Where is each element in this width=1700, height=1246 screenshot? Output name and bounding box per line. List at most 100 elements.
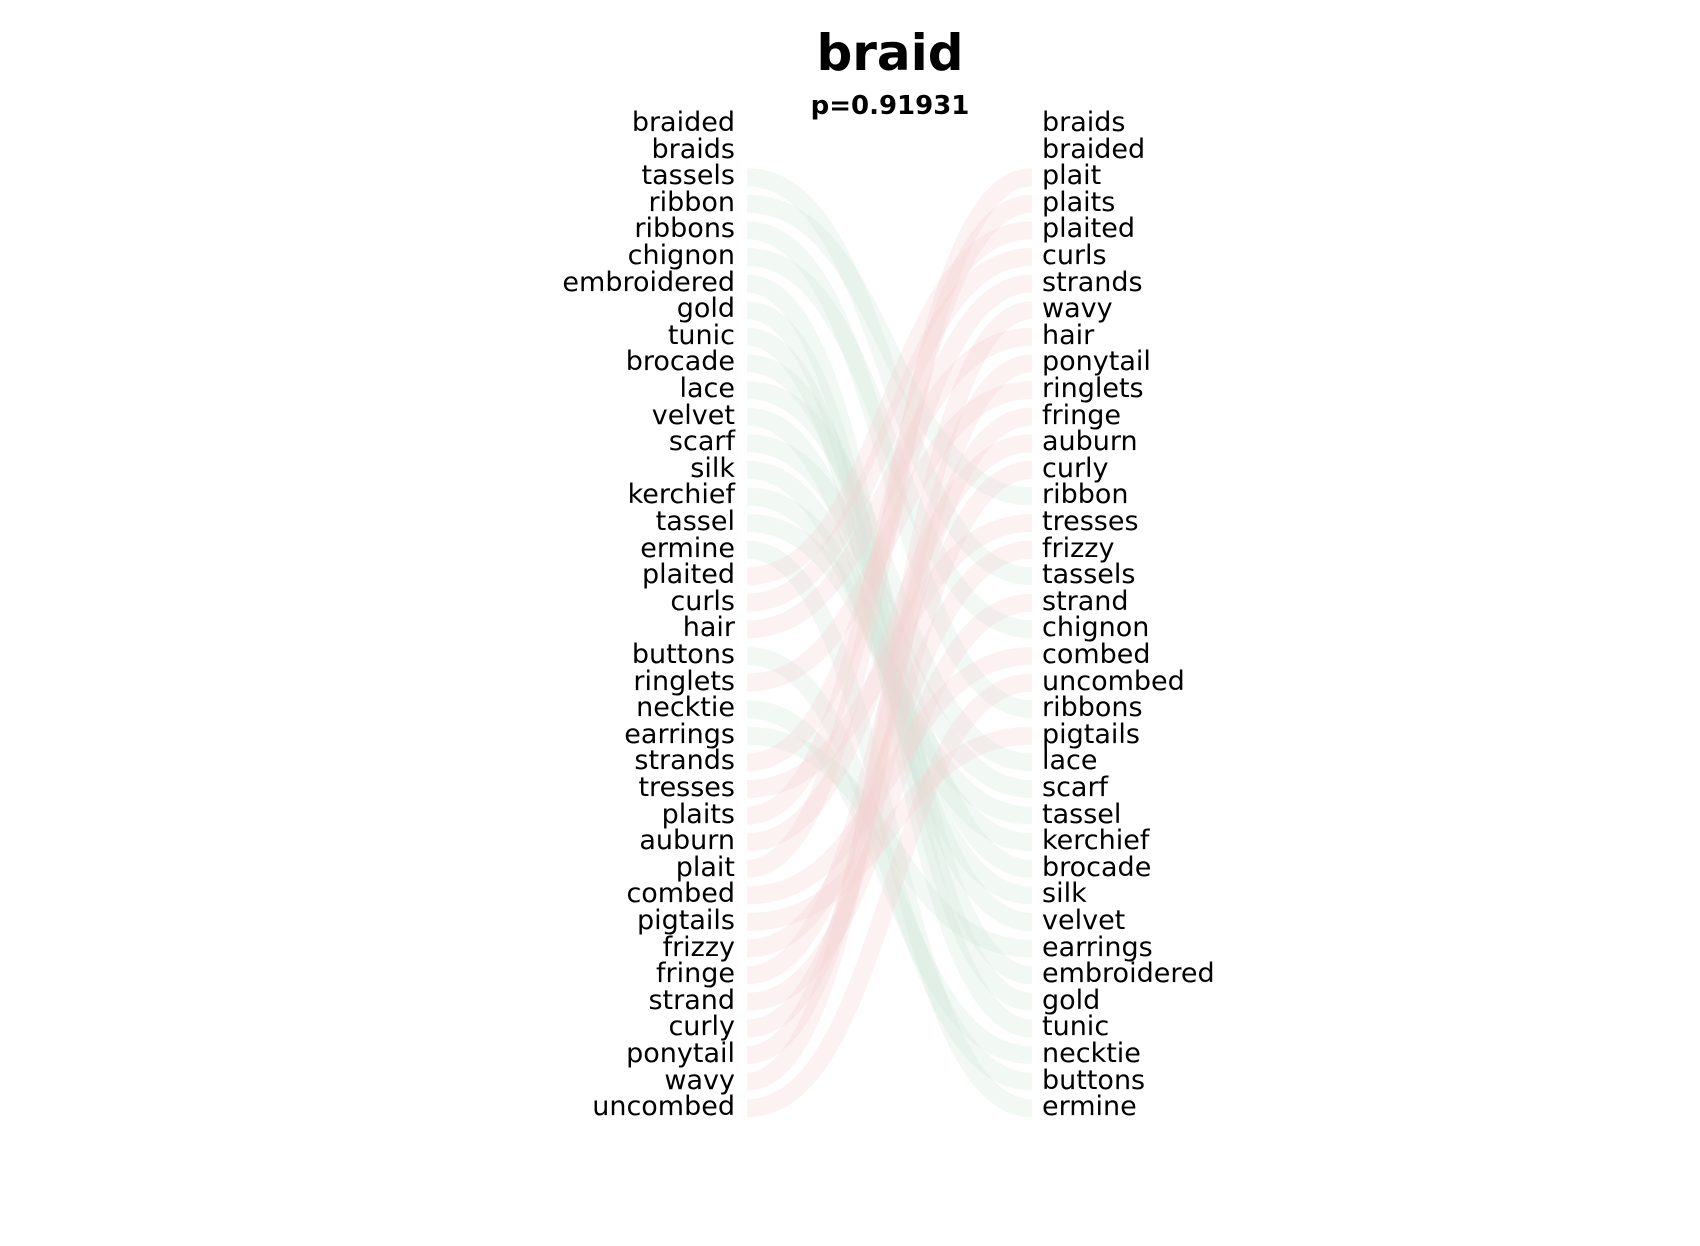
right-word: strands: [1042, 266, 1143, 298]
link-plaits: [746, 194, 1033, 825]
left-word: embroidered: [562, 266, 735, 298]
left-word: tassel: [655, 506, 735, 537]
right-word: ribbons: [1042, 692, 1143, 724]
right-word: tunic: [1042, 1011, 1110, 1043]
left-word: frizzy: [662, 931, 735, 963]
link-ribbons: [746, 221, 1033, 719]
left-word: auburn: [639, 825, 735, 857]
link-pigtails: [746, 726, 1033, 931]
link-chignon: [746, 248, 1033, 639]
right-word: strand: [1042, 585, 1129, 617]
link-wavy: [745, 301, 1034, 1091]
left-word: ermine: [640, 532, 735, 564]
left-word: velvet: [651, 399, 735, 431]
right-word: gold: [1042, 984, 1101, 1016]
link-tunic: [746, 327, 1033, 1038]
left-word: plait: [675, 851, 735, 883]
right-word: uncombed: [1042, 665, 1185, 697]
right-word: scarf: [1042, 772, 1109, 803]
link-curls: [746, 248, 1033, 612]
left-word: strand: [648, 984, 735, 1016]
left-word: ponytail: [626, 1038, 735, 1069]
right-word: curly: [1042, 452, 1109, 484]
right-word: plaits: [1042, 186, 1116, 218]
left-word: braids: [651, 133, 736, 165]
right-word: lace: [1042, 745, 1098, 777]
right-word: wavy: [1042, 293, 1113, 325]
link-combed: [746, 647, 1033, 905]
link-kerchief: [746, 487, 1033, 852]
left-word: strands: [634, 745, 735, 777]
link-hair: [746, 327, 1033, 639]
link-tassels: [746, 168, 1033, 586]
right-word: tassel: [1042, 798, 1122, 830]
left-word: curly: [668, 1011, 735, 1043]
link-plait: [746, 168, 1033, 878]
right-word: plait: [1042, 160, 1102, 192]
left-word: fringe: [656, 958, 735, 990]
right-word: earrings: [1042, 931, 1153, 963]
left-word: plaited: [641, 559, 735, 591]
link-ringlets: [746, 381, 1033, 692]
link-frizzy: [746, 540, 1033, 958]
left-word: plaits: [661, 798, 735, 830]
link-gold: [746, 301, 1033, 1011]
left-word: chignon: [627, 240, 735, 271]
right-word: frizzy: [1042, 532, 1115, 564]
link-ermine: [746, 540, 1033, 1118]
link-fringe: [746, 407, 1033, 985]
right-word: kerchief: [1042, 825, 1150, 857]
link-tresses: [746, 514, 1033, 798]
link-brocade: [746, 354, 1033, 878]
link-tassel: [746, 514, 1033, 825]
right-word: auburn: [1042, 426, 1138, 458]
right-word: velvet: [1042, 905, 1126, 936]
link-buttons: [746, 647, 1033, 1091]
left-word: ringlets: [633, 665, 735, 697]
left-word: silk: [690, 452, 735, 484]
right-word: braided: [1042, 133, 1146, 165]
right-word: buttons: [1042, 1064, 1146, 1096]
left-word: hair: [682, 612, 735, 644]
link-embroidered: [746, 274, 1033, 985]
link-scarf: [746, 434, 1033, 798]
link-ribbon: [746, 194, 1033, 506]
chart-title: braid: [816, 24, 964, 82]
left-word: lace: [679, 373, 735, 404]
right-word: chignon: [1042, 612, 1150, 644]
right-word: necktie: [1042, 1038, 1141, 1069]
link-silk: [746, 460, 1033, 905]
left-word: ribbons: [634, 213, 735, 245]
left-word: scarf: [668, 426, 735, 458]
link-earrings: [746, 726, 1033, 958]
link-velvet: [746, 407, 1033, 931]
link-curly: [746, 460, 1033, 1038]
left-word: tassels: [641, 160, 735, 192]
right-word: hair: [1042, 319, 1095, 351]
left-word: wavy: [664, 1064, 735, 1096]
left-word: ribbon: [648, 186, 735, 218]
right-word: ponytail: [1042, 346, 1151, 378]
left-word: tresses: [638, 772, 735, 803]
right-word: brocade: [1042, 851, 1152, 883]
right-word: ermine: [1042, 1091, 1137, 1123]
left-word: uncombed: [592, 1091, 735, 1123]
right-word: pigtails: [1042, 718, 1140, 750]
right-word: combed: [1042, 639, 1151, 670]
right-word: curls: [1042, 240, 1107, 271]
right-word: braids: [1042, 107, 1126, 138]
right-word: plaited: [1042, 213, 1136, 245]
left-word: curls: [670, 585, 735, 617]
left-word: necktie: [636, 692, 735, 724]
link-lace: [746, 381, 1033, 772]
right-word: tresses: [1042, 506, 1139, 537]
right-word: fringe: [1042, 399, 1121, 431]
left-word: brocade: [625, 346, 735, 378]
right-word: ribbon: [1042, 479, 1129, 511]
link-strand: [746, 593, 1033, 1011]
left-word: gold: [676, 293, 735, 325]
link-uncombed: [746, 673, 1033, 1118]
left-word: braided: [631, 107, 735, 138]
right-word: tassels: [1042, 559, 1136, 591]
